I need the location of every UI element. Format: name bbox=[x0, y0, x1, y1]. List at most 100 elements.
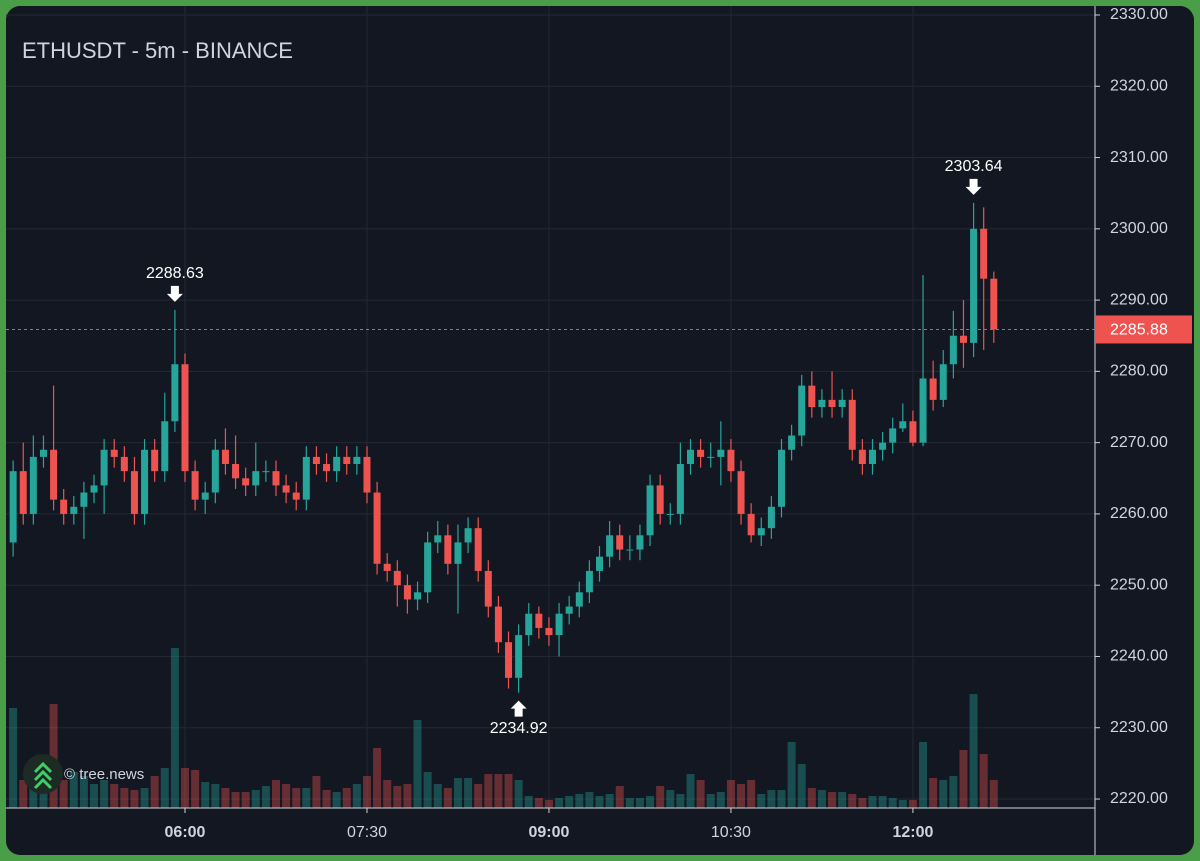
candle-body bbox=[70, 506, 78, 514]
volume-bar bbox=[251, 790, 260, 808]
candle-body bbox=[808, 385, 816, 408]
volume-bar bbox=[69, 772, 78, 808]
candle-body bbox=[727, 449, 735, 472]
candle-body bbox=[767, 506, 775, 529]
candle-body bbox=[242, 478, 250, 486]
volume-bar bbox=[170, 648, 179, 808]
volume-bar bbox=[817, 790, 826, 808]
candle-body bbox=[868, 449, 876, 465]
candle-body bbox=[626, 549, 634, 551]
volume-bar bbox=[716, 792, 725, 808]
annotation-label: 2234.92 bbox=[490, 720, 548, 737]
volume-bar bbox=[302, 788, 311, 808]
volume-bar bbox=[241, 792, 250, 808]
volume-bar bbox=[777, 790, 786, 808]
candle-body bbox=[171, 364, 179, 422]
volume-bar bbox=[201, 782, 210, 808]
x-tick-label: 09:00 bbox=[528, 824, 569, 841]
volume-bar bbox=[747, 780, 756, 808]
candle-body bbox=[333, 456, 341, 472]
y-tick-label: 2240.00 bbox=[1110, 648, 1168, 665]
volume-bar bbox=[646, 796, 655, 808]
volume-bar bbox=[828, 792, 837, 808]
logo bbox=[23, 754, 63, 794]
x-tick-label: 07:30 bbox=[347, 824, 387, 841]
candle-body bbox=[494, 606, 502, 643]
candle-body bbox=[737, 471, 745, 514]
volume-bar bbox=[989, 780, 998, 808]
candle-body bbox=[39, 449, 47, 457]
candle-body bbox=[373, 492, 381, 564]
candle-body bbox=[687, 449, 694, 465]
annotation-arrow bbox=[510, 700, 527, 717]
candle-body bbox=[909, 421, 917, 443]
chart-title: ETHUSDT - 5m - BINANCE bbox=[22, 38, 293, 63]
candle-body bbox=[929, 378, 937, 400]
annotation-arrow bbox=[166, 285, 183, 302]
volume-bar bbox=[969, 694, 978, 808]
volume-bar bbox=[605, 794, 614, 808]
x-tick-label: 12:00 bbox=[892, 824, 933, 841]
candle-body bbox=[990, 278, 998, 330]
candle-body bbox=[110, 449, 118, 457]
volume-bar bbox=[726, 780, 735, 808]
volume-bar bbox=[59, 780, 68, 808]
volume-bar bbox=[211, 784, 220, 808]
y-tick-label: 2300.00 bbox=[1110, 220, 1168, 237]
volume-bar bbox=[625, 798, 634, 808]
annotation-label: 2303.64 bbox=[945, 158, 1003, 175]
axes: 2220.00 2230.00 2240.00 2250.00 2260.00 2270.… bbox=[6, 6, 1192, 841]
candle-body bbox=[464, 528, 472, 543]
y-tick-label: 2230.00 bbox=[1110, 719, 1168, 736]
volume-bar bbox=[959, 750, 968, 808]
volume-bar bbox=[979, 754, 988, 808]
candle-body bbox=[646, 485, 654, 536]
candle-body bbox=[777, 449, 785, 507]
candle-body bbox=[565, 606, 573, 614]
volume-bar bbox=[939, 780, 948, 808]
volume-bar bbox=[908, 800, 917, 808]
candle-body bbox=[757, 528, 765, 536]
volume-bar bbox=[443, 788, 452, 808]
volume-bar bbox=[888, 798, 897, 808]
volume-bar bbox=[181, 768, 189, 808]
volume-bar bbox=[929, 778, 938, 808]
volume-bar bbox=[383, 780, 392, 808]
candle-body bbox=[848, 399, 856, 450]
volume-bar bbox=[49, 704, 58, 808]
volume-bar bbox=[100, 780, 109, 808]
candle-body bbox=[707, 456, 715, 458]
volume-bar bbox=[150, 776, 159, 808]
candle-body bbox=[454, 542, 462, 564]
candle-body bbox=[444, 535, 452, 564]
volume-bar bbox=[231, 792, 240, 808]
volume-bar bbox=[261, 786, 270, 808]
volume-bar bbox=[352, 784, 361, 808]
volume-bar bbox=[140, 788, 149, 808]
candle-body bbox=[555, 613, 563, 636]
candle-body bbox=[858, 449, 866, 465]
grid bbox=[6, 6, 1095, 808]
x-tick-label: 06:00 bbox=[165, 824, 206, 841]
volume-bar bbox=[807, 788, 816, 808]
volume-bar bbox=[464, 778, 473, 808]
candle-body bbox=[414, 592, 422, 600]
volume-bar bbox=[676, 794, 685, 808]
candle-body bbox=[949, 335, 957, 365]
volume-bar bbox=[575, 794, 584, 808]
candle-body bbox=[262, 471, 270, 473]
y-tick-label: 2290.00 bbox=[1110, 291, 1168, 308]
volume-bar bbox=[282, 784, 291, 808]
volume-bar bbox=[737, 784, 746, 808]
volume-bar bbox=[898, 800, 907, 808]
volume-bar bbox=[110, 784, 119, 808]
annotation-label: 2288.63 bbox=[146, 265, 204, 282]
volume-bar bbox=[656, 786, 665, 808]
candle-body bbox=[585, 570, 593, 593]
volume-bar bbox=[797, 764, 806, 808]
candle-body bbox=[970, 228, 978, 343]
candle-body bbox=[545, 627, 553, 636]
y-tick-label: 2270.00 bbox=[1110, 434, 1168, 451]
y-tick-label: 2320.00 bbox=[1110, 77, 1168, 94]
volume-bar bbox=[666, 790, 675, 808]
